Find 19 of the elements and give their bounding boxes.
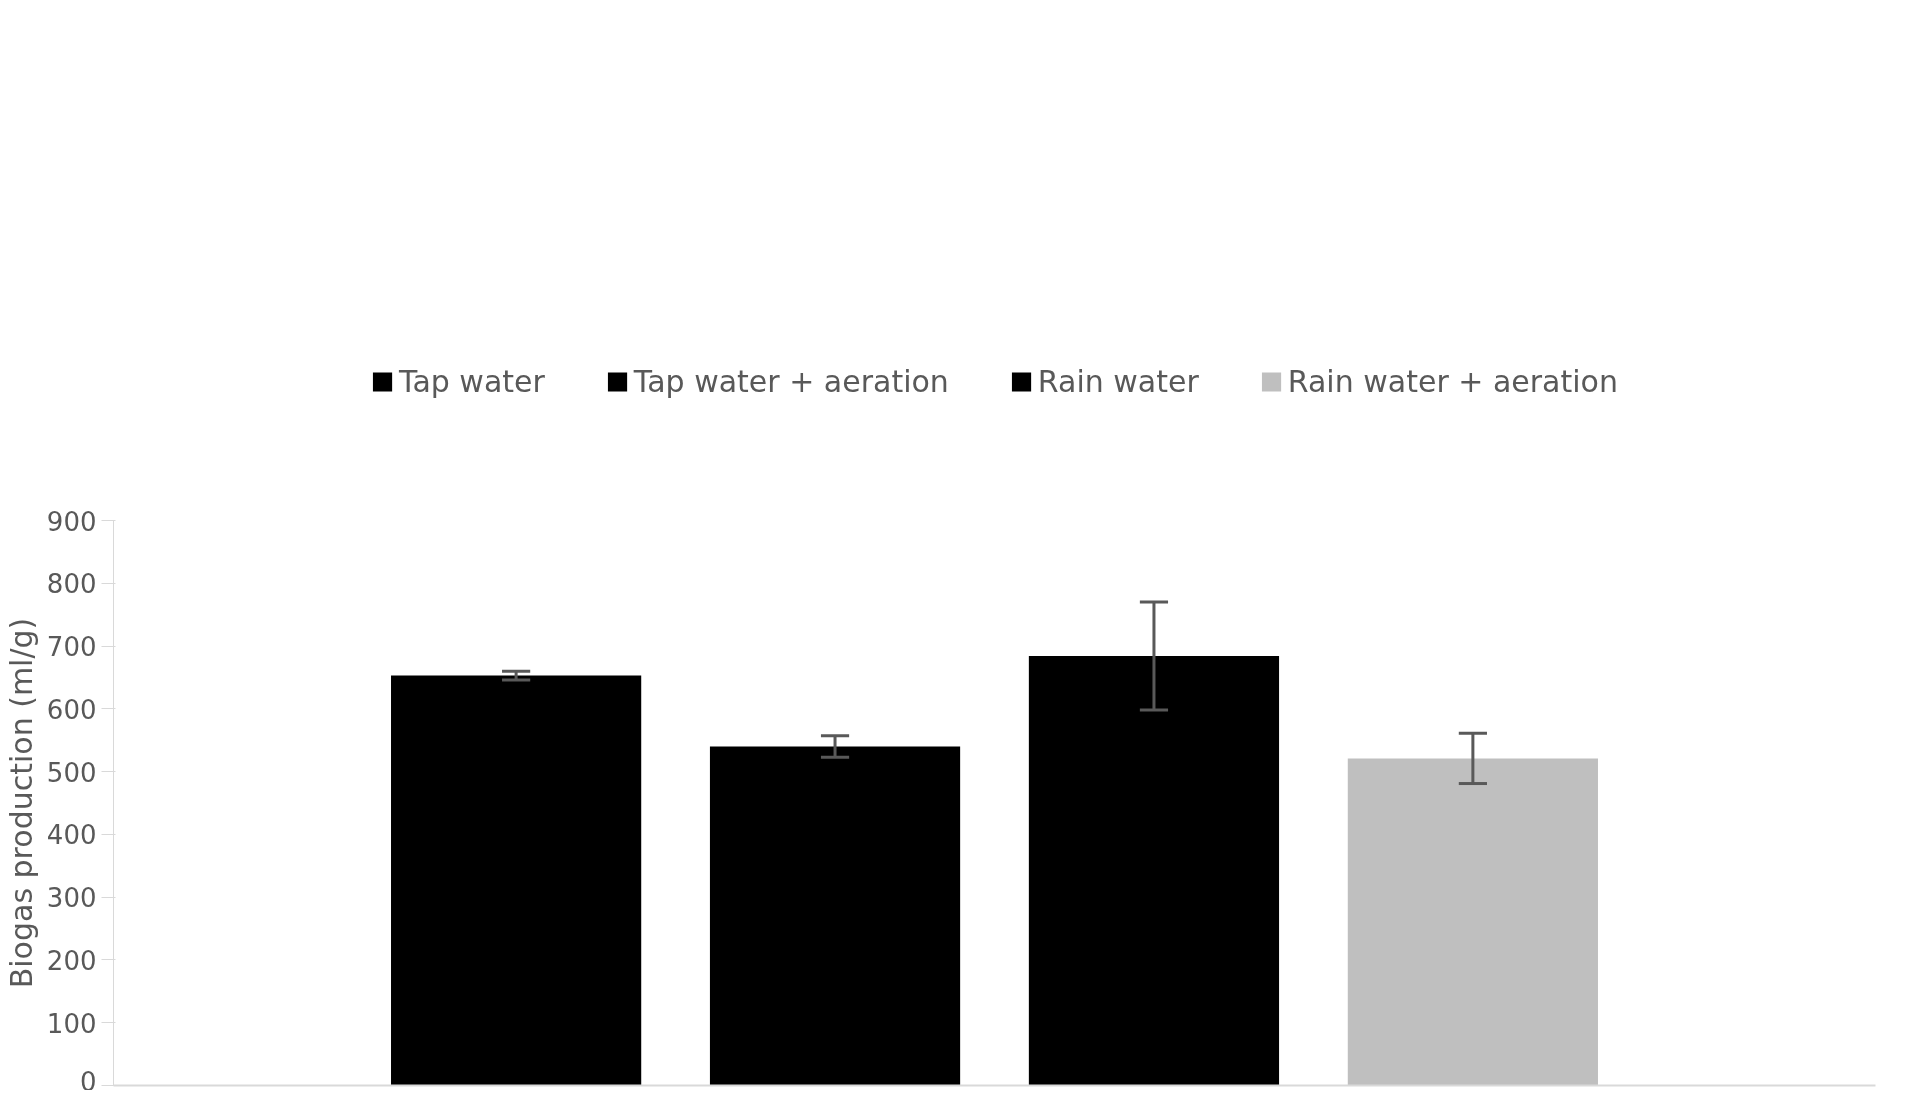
y-tick-label: 100: [46, 1008, 97, 1039]
legend-label: Rain water: [1037, 363, 1199, 399]
y-tick-label: 600: [46, 694, 97, 725]
y-tick-label: 200: [46, 945, 97, 976]
y-tick-label: 400: [46, 820, 97, 851]
y-tick-label: 800: [46, 569, 97, 600]
bar: [1028, 656, 1280, 1086]
y-tick-label: 500: [46, 757, 97, 788]
legend-label: Rain water + aeration: [1287, 363, 1618, 399]
y-tick-label: 900: [46, 506, 97, 537]
y-tick-label: 700: [46, 632, 97, 663]
y-tick-label: 300: [46, 883, 97, 914]
y-axis-title: Biogas production (ml/g): [3, 617, 39, 989]
bar: [391, 675, 642, 1086]
legend-label: Tap water: [399, 363, 545, 399]
bar: [709, 746, 961, 1086]
y-tick-label: 0: [79, 1066, 97, 1097]
bar: [1347, 758, 1598, 1086]
legend-label: Tap water + aeration: [633, 363, 949, 399]
